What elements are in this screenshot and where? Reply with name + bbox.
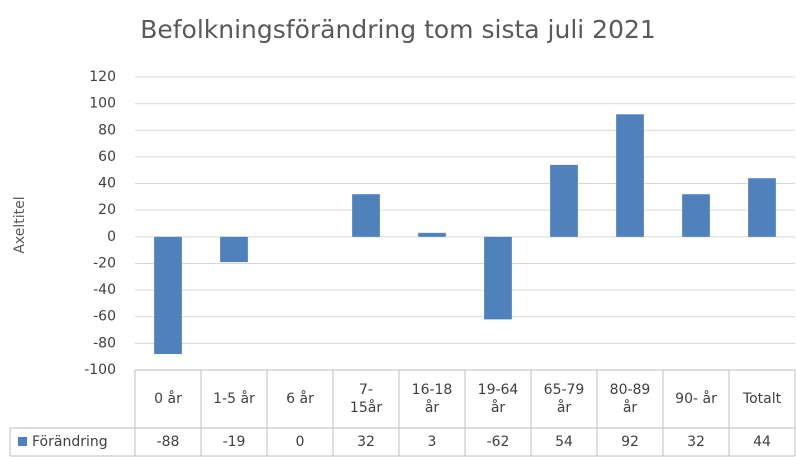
y-tick-label: 40 <box>98 176 116 192</box>
x-tick-label: 19-64 år <box>478 382 519 416</box>
legend-label: Förändring <box>32 434 108 450</box>
x-tick-label: 80-89 år <box>610 382 651 416</box>
y-tick-label: -100 <box>84 362 116 378</box>
x-tick-label: Totalt <box>742 391 782 407</box>
table-value: 32 <box>687 434 705 450</box>
bar <box>154 236 182 355</box>
bar <box>616 114 644 237</box>
bar <box>352 194 380 237</box>
y-tick-label: 0 <box>107 229 116 245</box>
y-tick-label: -20 <box>93 255 116 271</box>
table-value: 3 <box>428 434 437 450</box>
y-axis-label: Axeltitel <box>12 196 28 253</box>
y-tick-label: 100 <box>89 96 116 112</box>
table-value: 54 <box>555 434 573 450</box>
table-value: -88 <box>157 434 180 450</box>
x-tick-label: 65-79 år <box>544 382 585 416</box>
y-tick-label: 60 <box>98 149 116 165</box>
y-tick-label: -40 <box>93 282 116 298</box>
bar <box>748 178 776 237</box>
y-tick-label: 120 <box>89 69 116 85</box>
legend-swatch <box>18 437 27 446</box>
bar <box>484 236 512 320</box>
x-tick-label: 16-18 år <box>412 382 453 416</box>
y-tick-label: 20 <box>98 202 116 218</box>
table-value: -62 <box>487 434 510 450</box>
x-tick-label: 7-15år <box>350 382 382 416</box>
bar <box>550 164 578 237</box>
table-value: 0 <box>296 434 305 450</box>
y-tick-label: -80 <box>93 335 116 351</box>
table-value: -19 <box>223 434 246 450</box>
chart-title: Befolkningsförändring tom sista juli 202… <box>140 15 656 44</box>
x-tick-label: 90- år <box>675 390 717 407</box>
y-tick-label: -60 <box>93 309 116 325</box>
bar <box>220 236 248 263</box>
table-value: 44 <box>753 434 771 450</box>
table-value: 32 <box>357 434 375 450</box>
x-tick-label: 0 år <box>154 390 182 407</box>
table-value: 92 <box>621 434 639 450</box>
bar <box>682 194 710 237</box>
bar <box>418 232 446 237</box>
x-tick-label: 6 år <box>286 390 314 407</box>
x-tick-label: 1-5 år <box>213 390 255 407</box>
y-tick-label: 80 <box>98 122 116 138</box>
